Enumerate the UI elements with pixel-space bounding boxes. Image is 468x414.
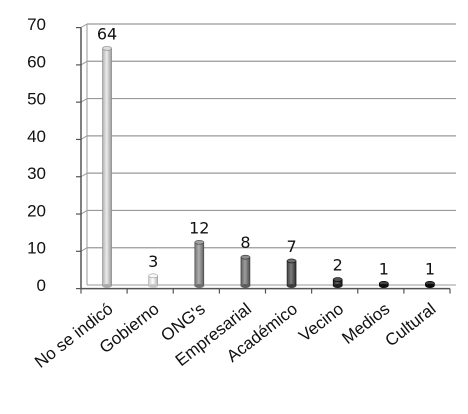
gridline-depth	[80, 172, 88, 178]
data-label: 1	[379, 259, 389, 278]
bar-top	[102, 46, 112, 51]
bar-base	[102, 284, 112, 288]
bar-base	[240, 284, 250, 288]
gridline-depth	[80, 23, 88, 29]
category-label: Vecino	[295, 299, 347, 345]
gridline-depth	[80, 98, 88, 103]
data-label: 1	[425, 259, 435, 278]
y-tick-label: 70	[27, 15, 46, 34]
y-tick-label: 20	[27, 201, 46, 220]
bar-body	[194, 241, 205, 287]
gridline-depth	[80, 135, 88, 140]
data-label: 2	[333, 256, 343, 275]
bar	[194, 239, 205, 288]
bar-base	[425, 284, 435, 288]
gridline-depth	[80, 247, 88, 252]
bar-body	[286, 260, 297, 287]
bars	[102, 46, 435, 288]
bar	[148, 273, 158, 288]
axes	[76, 24, 456, 294]
bar-body	[240, 256, 251, 287]
data-label: 7	[286, 237, 296, 256]
bar-base	[333, 284, 343, 288]
y-tick-label: 50	[27, 90, 46, 109]
bar	[425, 280, 435, 288]
data-label: 8	[240, 233, 250, 252]
data-label: 64	[97, 24, 117, 43]
y-tick-label: 0	[37, 276, 46, 295]
bar-base	[379, 284, 389, 288]
bar-top	[332, 277, 343, 282]
bar	[102, 46, 112, 288]
gridlines	[80, 23, 456, 252]
bar-top	[194, 239, 205, 245]
bar-top	[286, 258, 297, 264]
bar	[379, 280, 389, 288]
category-label: Cultural	[382, 299, 440, 350]
y-axis-tick-labels: 0 10 20 30 40 50 60 70	[27, 15, 46, 295]
gridline-depth	[80, 60, 88, 66]
y-tick-label: 10	[27, 239, 46, 258]
bar-body	[102, 48, 112, 287]
bar-base	[287, 284, 297, 288]
bar	[240, 254, 251, 288]
y-tick-label: 30	[27, 164, 46, 183]
bar-base	[148, 284, 158, 288]
bar	[332, 277, 343, 288]
data-label: 3	[148, 252, 158, 271]
bar-top	[148, 273, 158, 279]
y-tick-label: 40	[27, 127, 46, 146]
data-label: 12	[189, 218, 209, 237]
bar	[286, 258, 297, 288]
bar-base	[194, 284, 204, 288]
bar-top	[240, 254, 251, 260]
y-tick-label: 60	[27, 52, 46, 71]
x-axis-category-labels: No se indicóGobiernoONG'sEmpresarialAcad…	[31, 299, 439, 372]
data-labels: 64 3 12 8 7 2 1 1	[97, 24, 435, 278]
gridline-depth	[80, 209, 88, 215]
